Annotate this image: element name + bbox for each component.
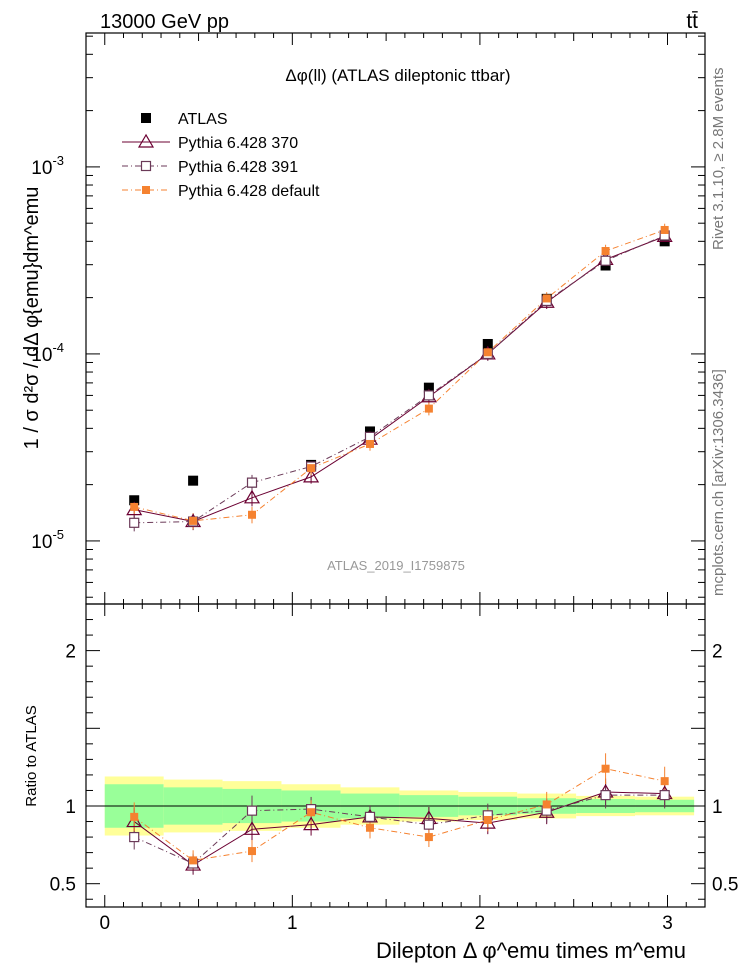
chart-title: Δφ(ll) (ATLAS dileptonic ttbar) [285,66,510,85]
main-series-line [134,234,665,524]
data-point [601,247,610,256]
ratio-data-point [659,790,670,801]
legend-marker [140,160,152,172]
data-point [248,510,257,519]
legend-label: Pythia 6.428 391 [178,159,298,176]
legend-label: Pythia 6.428 default [178,183,320,200]
data-point [243,489,261,504]
data-point [129,495,140,506]
ratio-data-point [189,856,198,865]
legend-label: ATLAS [178,111,228,128]
data-point [189,516,198,525]
ratio-data-point [303,816,320,831]
y-axis-label-text: 1 / σ d²σ / dΔ φ{emu}dm^emu [21,187,43,450]
y-tick-label: 10-4 [31,340,64,366]
ratio-tick-label-left: 0.5 [50,875,76,896]
x-tick-label: 2 [475,913,486,934]
ratio-data-point [542,800,551,809]
y-tick-base: 10 [31,158,52,179]
data-point [660,225,669,234]
ratio-tick-label-left: 1 [65,797,76,818]
legend-marker [137,133,155,148]
ratio-data-point [601,764,610,773]
series-points [126,225,673,871]
ratio-panel-frame [85,603,706,908]
ratio-data-point [364,811,376,822]
ratio-data-point [423,819,434,830]
ratio-data-point [243,821,261,835]
data-point [423,390,434,401]
data-point [482,338,493,349]
data-point [600,255,611,266]
x-tick-label: 0 [99,913,110,934]
legend-marker [141,113,151,123]
ratio-data-point [130,812,139,821]
ratio-data-point [129,831,140,843]
ratio-tick-label-right: 2 [712,642,723,663]
data-point [246,477,258,488]
ratio-data-point [365,823,374,832]
ratio-tick-label-left: 2 [65,642,76,663]
data-point [129,517,140,528]
y-tick-exponent: -3 [52,153,64,168]
data-point [130,502,139,511]
ratio-data-point [248,847,257,856]
x-axis-label: Dilepton Δ φ^emu times m^emu [376,938,686,963]
legend: ATLAS Pythia 6.428 370 Pythia 6.428 391 Pyt… [122,111,320,200]
y-tick-base: 10 [31,345,52,366]
ratio-data-point [483,815,492,824]
ratio-data-point [600,790,611,801]
data-point [542,294,551,303]
legend-label: Pythia 6.428 370 [178,135,298,152]
process-label: tt̄ [686,10,698,33]
ratio-data-point [307,808,316,817]
y-tick-exponent: -5 [52,527,64,542]
data-point [483,348,492,357]
data-point [424,404,433,413]
axis-ticks: 0 1 2 310-510-410-30.5 0.51 12 2 [31,33,738,934]
ratio-series-line [133,791,665,866]
x-tick-label: 3 [662,913,673,934]
rivet-label: Rivet 3.1.10, ≥ 2.8M events [710,68,727,251]
main-series-line [134,229,665,522]
ratio-data-point [660,777,669,786]
data-point [423,382,434,393]
ratio-tick-label-right: 1 [712,797,723,818]
ratio-data-point [246,805,258,816]
y-axis-label: 1 / σ d²σ / dΔ φ{emu}dm^emu [21,187,43,450]
ratio-data-point [424,833,433,842]
main-series-line [134,235,665,523]
y-tick-exponent: -4 [52,340,64,355]
data-point [365,439,374,448]
data-point [307,464,316,473]
series-lines [133,223,666,875]
data-point [303,468,320,483]
y-tick-base: 10 [31,532,52,553]
ratio-tick-label-right: 0.5 [712,875,738,896]
y-tick-label: 10-3 [31,153,64,179]
ratio-axis-label: Ratio to ATLAS [23,705,40,806]
mcplots-label: mcplots.cern.ch [arXiv:1306.3436] [710,369,727,596]
y-tick-label: 10-5 [31,527,64,553]
energy-label: 13000 GeV pp [100,11,229,33]
ratio-series-line [134,794,665,865]
analysis-watermark: ATLAS_2019_I1759875 [327,558,465,573]
x-tick-label: 1 [287,913,298,934]
uncertainty-bands [86,776,705,836]
data-point [188,475,199,486]
legend-marker [142,186,150,194]
